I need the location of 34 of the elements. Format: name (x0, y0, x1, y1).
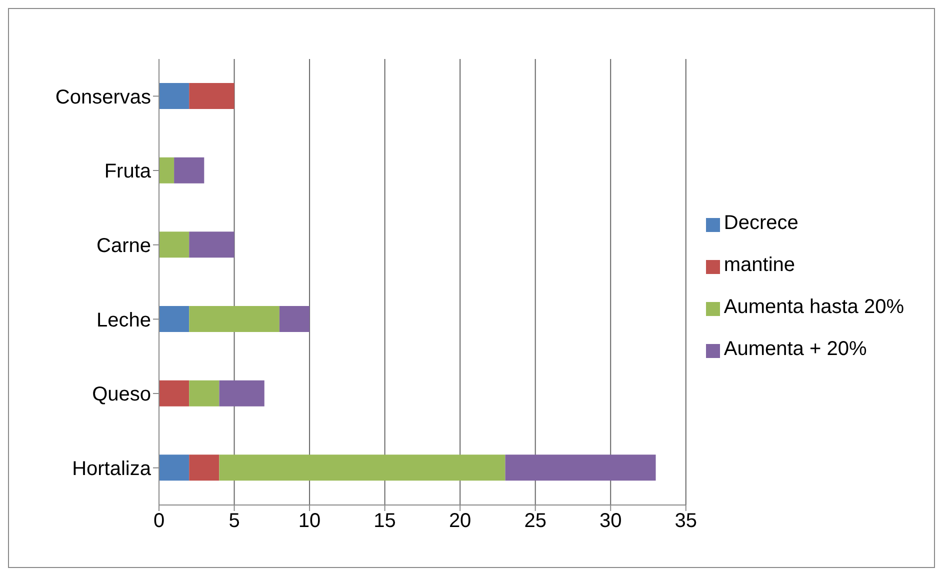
y-tick-label: Queso (92, 384, 151, 406)
y-tick-label: Hortaliza (72, 458, 152, 480)
bar (189, 454, 220, 481)
bar (174, 157, 204, 184)
bar (219, 454, 506, 481)
bar (159, 454, 190, 481)
y-tick-label: Carne (96, 234, 151, 257)
x-tick-label: 20 (448, 510, 472, 532)
bar (279, 306, 310, 332)
x-tick-label: 5 (228, 510, 240, 532)
legend-label: Aumenta + 20% (724, 338, 867, 360)
x-tick-label: 10 (298, 510, 321, 532)
bar (505, 454, 656, 481)
x-tick-label: 25 (524, 510, 546, 532)
x-tick-label: 0 (153, 510, 165, 532)
y-tick-label: Conservas (55, 86, 151, 108)
bar (159, 83, 190, 109)
x-tick-label: 15 (374, 510, 396, 532)
legend-label: Aumenta hasta 20% (724, 296, 904, 318)
bar (189, 306, 280, 332)
bar (159, 306, 190, 332)
legend-label: mantine (724, 254, 796, 276)
y-tick-label: Fruta (104, 160, 152, 183)
y-tick-label: Leche (96, 309, 151, 332)
legend-label: Decrece (724, 212, 798, 234)
bar (159, 380, 190, 406)
bar (159, 157, 174, 184)
bar (219, 380, 264, 406)
bar (159, 232, 190, 258)
x-tick-label: 35 (674, 510, 697, 532)
bar (189, 232, 234, 258)
bar (189, 83, 234, 109)
bar (189, 380, 220, 406)
x-tick-label: 30 (599, 510, 622, 532)
